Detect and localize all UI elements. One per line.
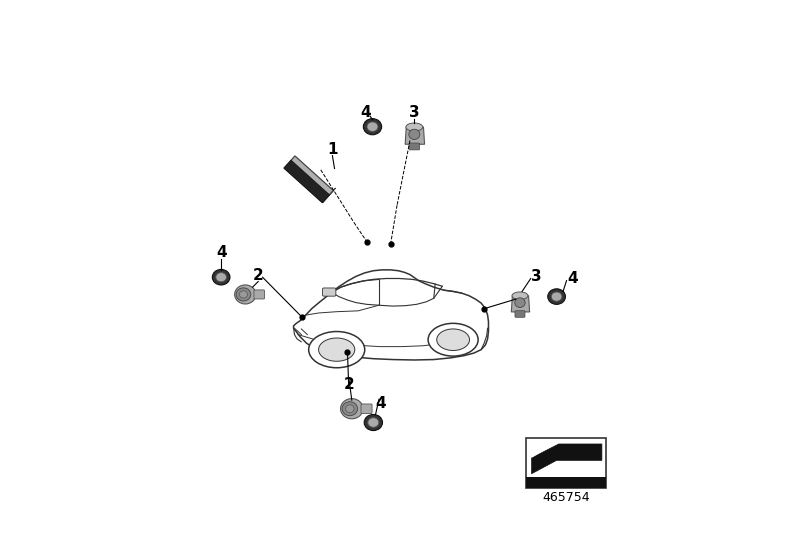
Ellipse shape (409, 129, 420, 139)
Text: 465754: 465754 (542, 491, 590, 503)
Text: 3: 3 (409, 105, 420, 119)
Ellipse shape (212, 269, 230, 285)
Ellipse shape (364, 414, 382, 431)
Ellipse shape (514, 298, 525, 307)
Ellipse shape (428, 323, 478, 356)
Ellipse shape (363, 119, 382, 135)
Ellipse shape (437, 329, 470, 351)
Bar (526, 438, 606, 488)
Text: 2: 2 (253, 268, 263, 283)
FancyBboxPatch shape (409, 143, 419, 150)
Ellipse shape (341, 399, 363, 419)
Bar (526, 477, 606, 488)
Ellipse shape (512, 292, 528, 300)
Ellipse shape (368, 418, 379, 427)
Text: 3: 3 (530, 269, 542, 284)
Polygon shape (405, 127, 425, 144)
Polygon shape (284, 156, 334, 203)
Ellipse shape (236, 288, 250, 301)
Polygon shape (322, 188, 336, 203)
Ellipse shape (216, 273, 226, 282)
Ellipse shape (318, 338, 355, 361)
Text: 1: 1 (327, 142, 338, 157)
FancyBboxPatch shape (322, 288, 336, 296)
FancyBboxPatch shape (515, 311, 525, 318)
Ellipse shape (234, 285, 256, 304)
Text: 4: 4 (376, 396, 386, 411)
Text: 4: 4 (568, 271, 578, 286)
Polygon shape (511, 296, 530, 312)
Ellipse shape (346, 405, 354, 413)
Ellipse shape (342, 402, 358, 416)
Ellipse shape (367, 122, 378, 132)
Polygon shape (284, 160, 330, 203)
FancyBboxPatch shape (254, 290, 265, 299)
Polygon shape (531, 444, 544, 458)
Text: 2: 2 (343, 377, 354, 391)
FancyBboxPatch shape (361, 404, 372, 413)
Ellipse shape (551, 292, 562, 301)
Text: 4: 4 (361, 105, 371, 119)
Ellipse shape (548, 289, 566, 305)
Text: 4: 4 (216, 245, 226, 260)
Ellipse shape (239, 291, 247, 298)
Ellipse shape (309, 332, 365, 368)
Polygon shape (531, 444, 602, 474)
Ellipse shape (406, 123, 422, 131)
